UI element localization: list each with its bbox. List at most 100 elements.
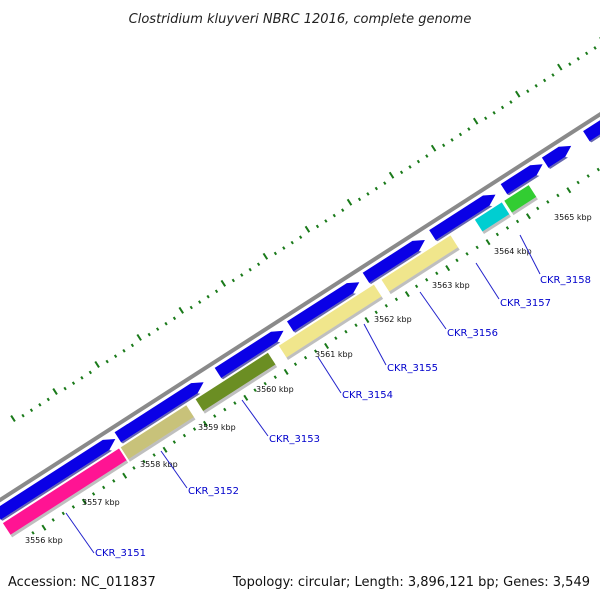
cds-shadow — [221, 341, 281, 380]
inner-tick — [586, 174, 590, 178]
gene-block-shadow — [10, 460, 129, 538]
inner-tick — [536, 206, 540, 211]
kbp-label: 3565 kbp — [554, 213, 592, 222]
outer-tick — [220, 279, 227, 287]
cds-arrow — [500, 164, 543, 195]
gene-block — [195, 352, 276, 411]
outer-tick — [273, 251, 278, 256]
colored-gene-track — [2, 185, 538, 538]
inner-tick — [91, 492, 96, 496]
outer-tick — [29, 408, 34, 413]
outer-tick — [576, 56, 580, 61]
outer-tick — [10, 415, 16, 423]
outer-tick — [332, 213, 336, 218]
inner-tick — [354, 323, 358, 328]
cds-shadow — [507, 175, 540, 196]
gene-label: CKR_3157 — [500, 298, 551, 309]
inner-tick — [172, 440, 176, 444]
inner-tick — [51, 518, 55, 522]
outer-tick — [240, 273, 244, 277]
outer-tick — [366, 192, 370, 196]
outer-tick — [425, 154, 429, 158]
outer-tick — [458, 132, 463, 137]
outer-tick — [346, 198, 353, 206]
outer-tick — [568, 62, 572, 66]
outer-tick — [282, 246, 286, 250]
inner-tick — [566, 187, 572, 194]
outer-tick — [324, 219, 328, 223]
inner-tick — [525, 213, 531, 220]
inner-tick — [41, 524, 47, 531]
outer-tick — [231, 278, 235, 283]
gene-label-line — [419, 291, 447, 330]
gene-label: CKR_3154 — [342, 390, 393, 401]
topology-text: Topology: circular; Length: 3,896,121 bp… — [232, 575, 590, 590]
gene-label-line — [241, 399, 269, 437]
inner-tick — [31, 531, 35, 535]
cds-arrow — [0, 439, 116, 520]
inner-tick — [394, 297, 399, 302]
inner-tick — [485, 239, 491, 246]
inner-tick — [112, 479, 116, 483]
inner-tick — [334, 336, 338, 341]
inner-tick — [425, 278, 429, 282]
inner-tick-ring — [31, 167, 600, 535]
gene-block — [381, 235, 458, 292]
gene-label-line — [65, 512, 95, 554]
inner-tick — [192, 427, 197, 431]
kbp-label: 3558 kbp — [140, 460, 178, 469]
kbp-label: 3562 kbp — [374, 315, 412, 324]
inner-tick — [162, 446, 168, 453]
kbp-labels: 3556 kbp 3557 kbp 3558 kbp 3559 kbp 3560 kbp… — [25, 213, 592, 545]
gene-block — [120, 405, 194, 460]
inner-tick — [364, 316, 370, 324]
inner-tick — [324, 342, 330, 350]
inner-tick — [213, 414, 217, 418]
outer-tick — [416, 159, 421, 164]
cds-arrow — [287, 282, 360, 332]
outer-tick — [113, 354, 118, 358]
outer-tick — [557, 63, 563, 71]
kbp-label: 3559 kbp — [198, 423, 236, 432]
cds-arrow — [214, 330, 284, 378]
inner-tick — [273, 375, 277, 379]
inner-tick — [475, 245, 479, 250]
outer-tick — [290, 240, 294, 245]
outer-tick — [122, 348, 126, 353]
cds-shadow — [589, 134, 600, 143]
outer-tick — [136, 333, 142, 341]
gene-block-shadow — [482, 214, 511, 234]
inner-tick — [263, 381, 267, 386]
gene-block-shadow — [128, 417, 196, 462]
gene-label: CKR_3152 — [188, 486, 239, 497]
cds-shadow — [293, 293, 356, 333]
inner-tick — [546, 200, 550, 204]
outer-tick — [172, 316, 177, 321]
cds-arrow — [114, 382, 204, 443]
outer-tick — [147, 332, 151, 337]
cds-arrow — [583, 120, 600, 142]
gene-labels: CKR_3151 CKR_3152 CKR_3153 CKR_3154 CKR_3155… — [65, 234, 591, 559]
outer-tick — [80, 375, 84, 380]
gene-block — [2, 448, 127, 535]
cds-shadow — [435, 205, 493, 242]
outer-tick — [21, 413, 25, 418]
inner-tick — [556, 193, 560, 198]
outer-tick — [105, 359, 109, 364]
gene-label-line — [160, 450, 188, 489]
gene-label: CKR_3156 — [447, 328, 498, 339]
outer-tick — [484, 116, 488, 121]
kbp-label: 3556 kbp — [25, 536, 63, 545]
gene-block — [278, 284, 382, 358]
inner-tick — [253, 388, 257, 392]
outer-tick — [214, 289, 219, 294]
gene-label-line — [317, 356, 342, 394]
outer-tick — [94, 360, 100, 368]
inner-tick — [122, 472, 128, 479]
inner-tick — [314, 349, 318, 353]
outer-tick — [374, 186, 379, 191]
inner-tick — [71, 505, 76, 509]
outer-tick — [399, 170, 404, 175]
inner-tick — [404, 290, 410, 298]
